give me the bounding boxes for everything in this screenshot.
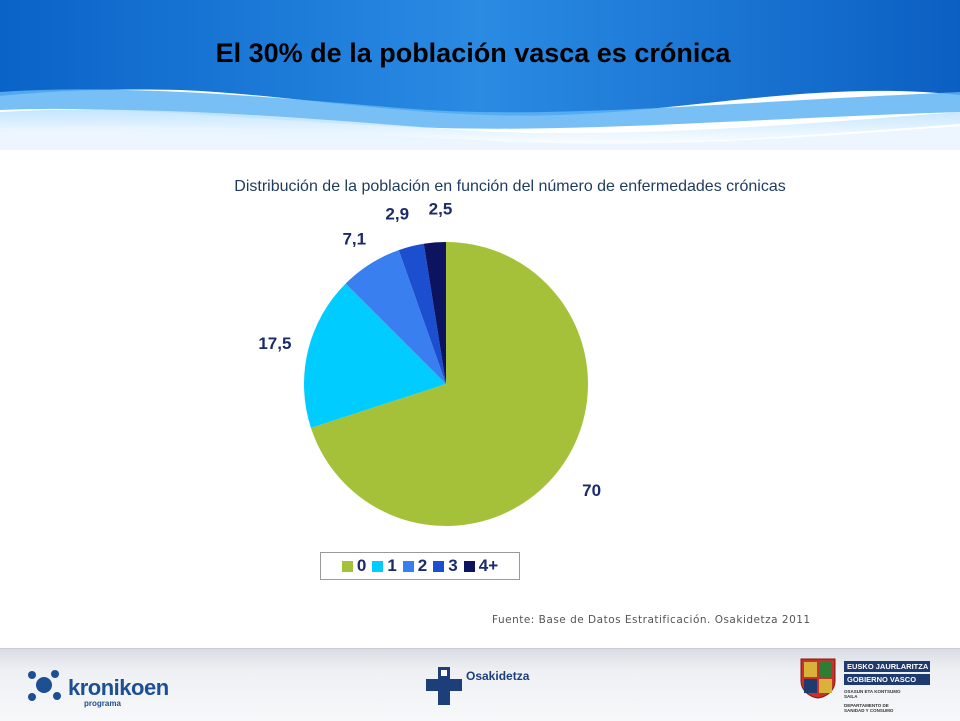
legend-label-0: 0 xyxy=(356,556,367,575)
data-label-0: 70 xyxy=(582,481,601,500)
data-label-1: 17,5 xyxy=(258,334,291,353)
kronikoen-subtitle: programa xyxy=(84,699,121,708)
kronikoen-name: kronikoen xyxy=(68,675,169,700)
legend-label-4plus: 4+ xyxy=(478,556,499,575)
gobierno-dept-2: DEPARTAMENTO DE SANIDAD Y CONSUMO xyxy=(844,703,894,713)
pie-slice-4plus xyxy=(423,242,446,384)
footer-bar: kronikoen programa Osakidetza EUSKO JAUR… xyxy=(0,648,960,721)
legend-swatch-1 xyxy=(372,560,384,572)
legend-label-2: 2 xyxy=(417,556,428,575)
legend-swatch-2 xyxy=(402,560,414,572)
kronikoen-logo: kronikoen programa xyxy=(22,663,169,709)
chart-legend: 0 1 2 3 4+ xyxy=(320,552,520,580)
basque-coat-of-arms-icon xyxy=(800,658,836,699)
legend-item-4plus: 4+ xyxy=(463,556,499,576)
legend-swatch-0 xyxy=(341,560,353,572)
data-label-3: 2,9 xyxy=(385,204,409,223)
slide-title: El 30% de la población vasca es crónica xyxy=(215,38,731,68)
data-label-4plus: 2,5 xyxy=(429,200,453,219)
data-label-2: 7,1 xyxy=(342,229,366,248)
chart-title: Distribución de la población en función … xyxy=(234,178,786,195)
source-note: Fuente: Base de Datos Estratificación. O… xyxy=(492,614,811,626)
osakidetza-logo: Osakidetza xyxy=(426,663,546,709)
pie-slice-0 xyxy=(310,242,588,526)
pie-slice-3 xyxy=(398,243,446,384)
gobierno-line-1: EUSKO JAURLARITZA xyxy=(844,661,930,672)
kronikoen-logo-icon xyxy=(28,670,61,701)
legend-item-2: 2 xyxy=(402,556,428,576)
pie-slice-2 xyxy=(345,250,446,384)
osakidetza-name: Osakidetza xyxy=(466,669,530,683)
gobierno-vasco-logo: EUSKO JAURLARITZA GOBIERNO VASCO OSASUN … xyxy=(798,657,938,719)
legend-item-3: 3 xyxy=(433,556,458,576)
legend-label-3: 3 xyxy=(448,556,458,575)
gobierno-dept-1: OSASUN ETA KONTSUMO SAILA xyxy=(844,689,901,699)
header-wave-banner xyxy=(0,0,960,150)
gobierno-line-2: GOBIERNO VASCO xyxy=(844,674,930,685)
legend-swatch-4plus xyxy=(463,560,475,572)
legend-swatch-3 xyxy=(433,560,445,572)
legend-label-1: 1 xyxy=(387,556,397,575)
osakidetza-cross-icon xyxy=(426,667,462,705)
pie-slice-1 xyxy=(304,283,446,428)
legend-item-0: 0 xyxy=(341,556,367,576)
legend-item-1: 1 xyxy=(372,556,397,576)
